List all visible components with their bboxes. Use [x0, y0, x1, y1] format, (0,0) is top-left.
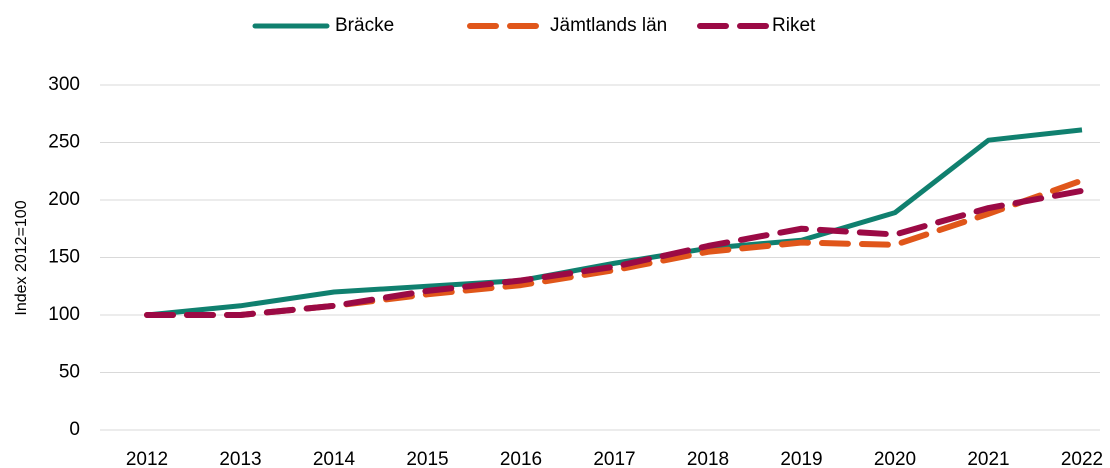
x-tick-label: 2012: [126, 449, 168, 468]
y-tick-label: 50: [59, 362, 80, 383]
x-tick-label: 2018: [687, 449, 729, 468]
x-tick-label: 2019: [780, 449, 822, 468]
x-tick-label: 2015: [406, 449, 448, 468]
legend-label: Jämtlands län: [550, 15, 667, 36]
y-tick-label: 300: [48, 74, 80, 95]
legend-label: Riket: [772, 15, 816, 36]
x-tick-label: 2022: [1061, 449, 1103, 468]
y-axis-title: Index 2012=100: [13, 200, 30, 315]
y-tick-label: 200: [48, 189, 80, 210]
y-tick-label: 150: [48, 247, 80, 268]
x-tick-label: 2014: [313, 449, 356, 468]
x-tick-label: 2013: [219, 449, 261, 468]
series-line: [146, 127, 1083, 318]
series-line: [144, 177, 1085, 318]
x-tick-label: 2021: [967, 449, 1009, 468]
x-tick-label: 2017: [593, 449, 635, 468]
x-tick-label: 2016: [500, 449, 542, 468]
y-tick-label: 0: [69, 419, 80, 440]
series-line: [144, 187, 1085, 318]
legend-label: Bräcke: [335, 15, 394, 36]
x-tick-label: 2020: [874, 449, 916, 468]
y-tick-label: 250: [48, 132, 80, 153]
y-tick-label: 100: [48, 304, 80, 325]
